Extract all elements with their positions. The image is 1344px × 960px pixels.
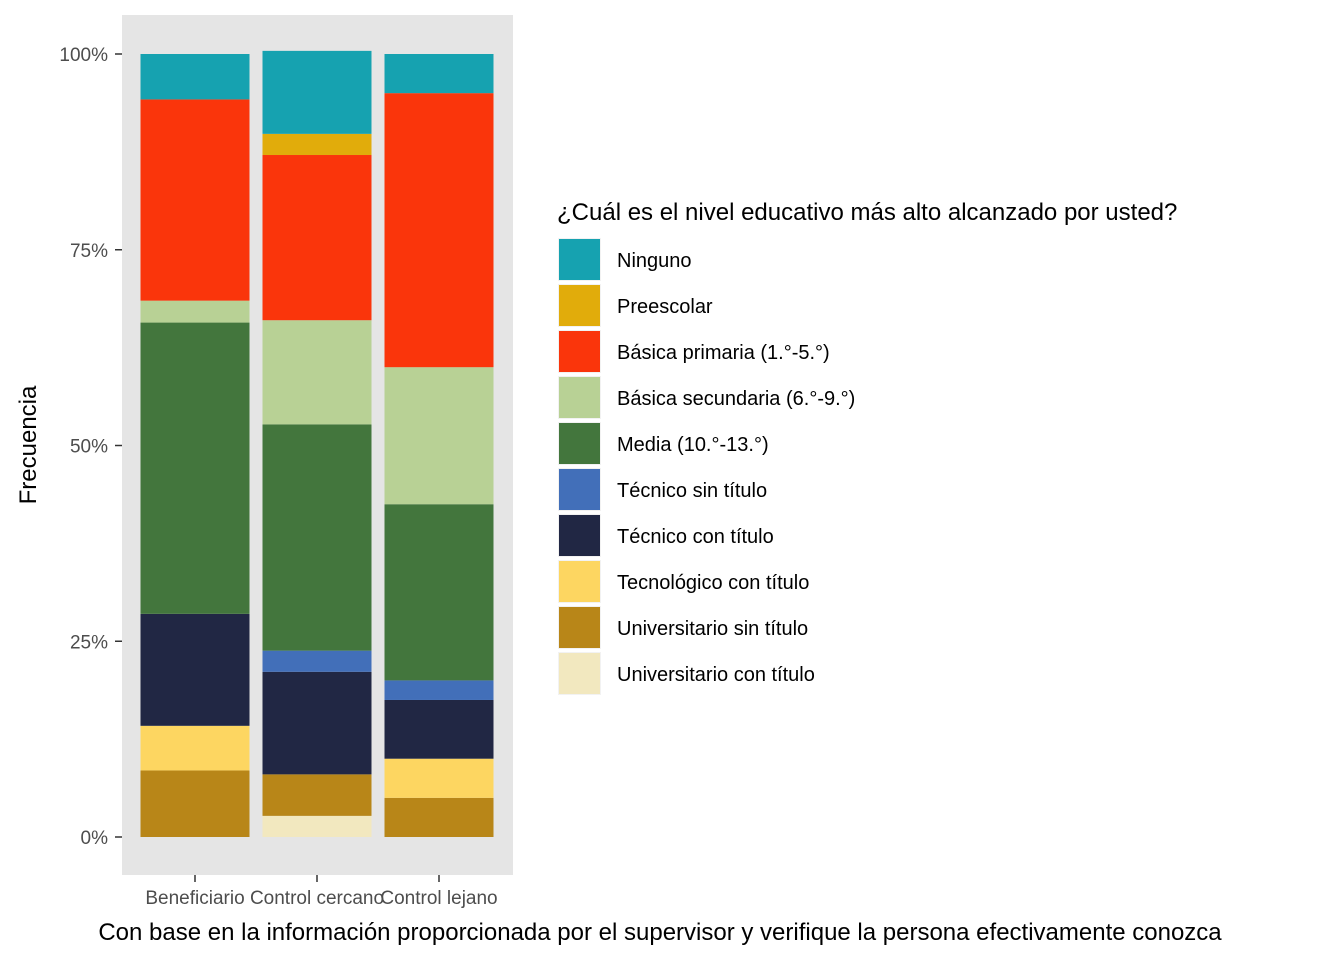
bar-segment-2-b-sica-primaria-1-5- xyxy=(384,93,494,368)
bar-segment-0-tecnol-gico-con-t-tulo xyxy=(140,725,250,771)
legend-swatch xyxy=(559,423,600,464)
y-axis: 0% 25% 50% 75% 100% xyxy=(59,45,122,849)
legend-label: Tecnológico con título xyxy=(617,572,809,594)
bar-segment-0-b-sica-primaria-1-5- xyxy=(140,99,250,301)
bar-segment-2-b-sica-secundaria-6-9- xyxy=(384,367,494,505)
legend-swatch xyxy=(559,285,600,326)
y-tick-label: 25% xyxy=(70,632,108,653)
legend-title: ¿Cuál es el nivel educativo más alto alc… xyxy=(557,199,1177,226)
legend-swatch xyxy=(559,653,600,694)
legend-swatch xyxy=(559,469,600,510)
bar-segment-2-universitario-sin-t-tulo xyxy=(384,797,494,837)
bar-segment-2-tecnol-gico-con-t-tulo xyxy=(384,758,494,798)
bar-segment-0-universitario-sin-t-tulo xyxy=(140,770,250,837)
legend-swatch xyxy=(559,377,600,418)
y-tick-label: 50% xyxy=(70,437,108,458)
legend-label: Básica secundaria (6.°-9.°) xyxy=(617,388,855,410)
x-axis-title: Con base en la información proporcionada… xyxy=(98,919,1222,946)
legend-swatch xyxy=(559,515,600,556)
bar-segment-1-b-sica-secundaria-6-9- xyxy=(262,320,372,425)
bar-segment-1-media-10-13- xyxy=(262,424,372,651)
legend-label: Preescolar xyxy=(617,296,713,318)
bar-segment-1-universitario-sin-t-tulo xyxy=(262,774,372,816)
bar-segment-1-t-cnico-con-t-tulo xyxy=(262,671,372,775)
y-tick-label: 0% xyxy=(81,828,109,849)
bar-segment-0-ninguno xyxy=(140,54,250,100)
legend-swatch xyxy=(559,561,600,602)
bar-segment-2-ninguno xyxy=(384,54,494,94)
x-tick-label: Control cercano xyxy=(250,888,384,909)
legend-swatch xyxy=(559,607,600,648)
bar-segment-1-preescolar xyxy=(262,133,372,156)
bar-segment-2-t-cnico-sin-t-tulo xyxy=(384,680,494,700)
bar-segment-0-b-sica-secundaria-6-9- xyxy=(140,300,250,323)
y-tick-label: 100% xyxy=(59,45,108,66)
y-tick-label: 75% xyxy=(70,241,108,262)
x-tick-label: Control lejano xyxy=(380,888,497,909)
legend-label: Media (10.°-13.°) xyxy=(617,434,769,456)
bar-segment-1-b-sica-primaria-1-5- xyxy=(262,155,372,321)
legend-label: Técnico con título xyxy=(617,526,774,548)
bar-segment-1-t-cnico-sin-t-tulo xyxy=(262,650,372,672)
bar-segment-2-media-10-13- xyxy=(384,504,494,681)
legend-label: Universitario con título xyxy=(617,664,815,686)
y-axis-title: Frecuencia xyxy=(15,385,42,504)
bar-segment-2-t-cnico-con-t-tulo xyxy=(384,699,494,759)
legend-label: Ninguno xyxy=(617,250,692,272)
bar-segment-0-t-cnico-con-t-tulo xyxy=(140,613,250,726)
x-tick-label: Beneficiario xyxy=(145,888,244,909)
legend: ¿Cuál es el nivel educativo más alto alc… xyxy=(557,199,1177,695)
legend-label: Técnico sin título xyxy=(617,480,767,502)
bar-segment-1-ninguno xyxy=(262,50,372,134)
legend-swatch xyxy=(559,331,600,372)
legend-label: Universitario sin título xyxy=(617,618,808,640)
legend-label: Básica primaria (1.°-5.°) xyxy=(617,342,830,364)
bar-segment-1-universitario-con-t-tulo xyxy=(262,815,372,837)
legend-swatch xyxy=(559,239,600,280)
bar-segment-0-media-10-13- xyxy=(140,322,250,614)
bar-stacks xyxy=(140,50,494,837)
